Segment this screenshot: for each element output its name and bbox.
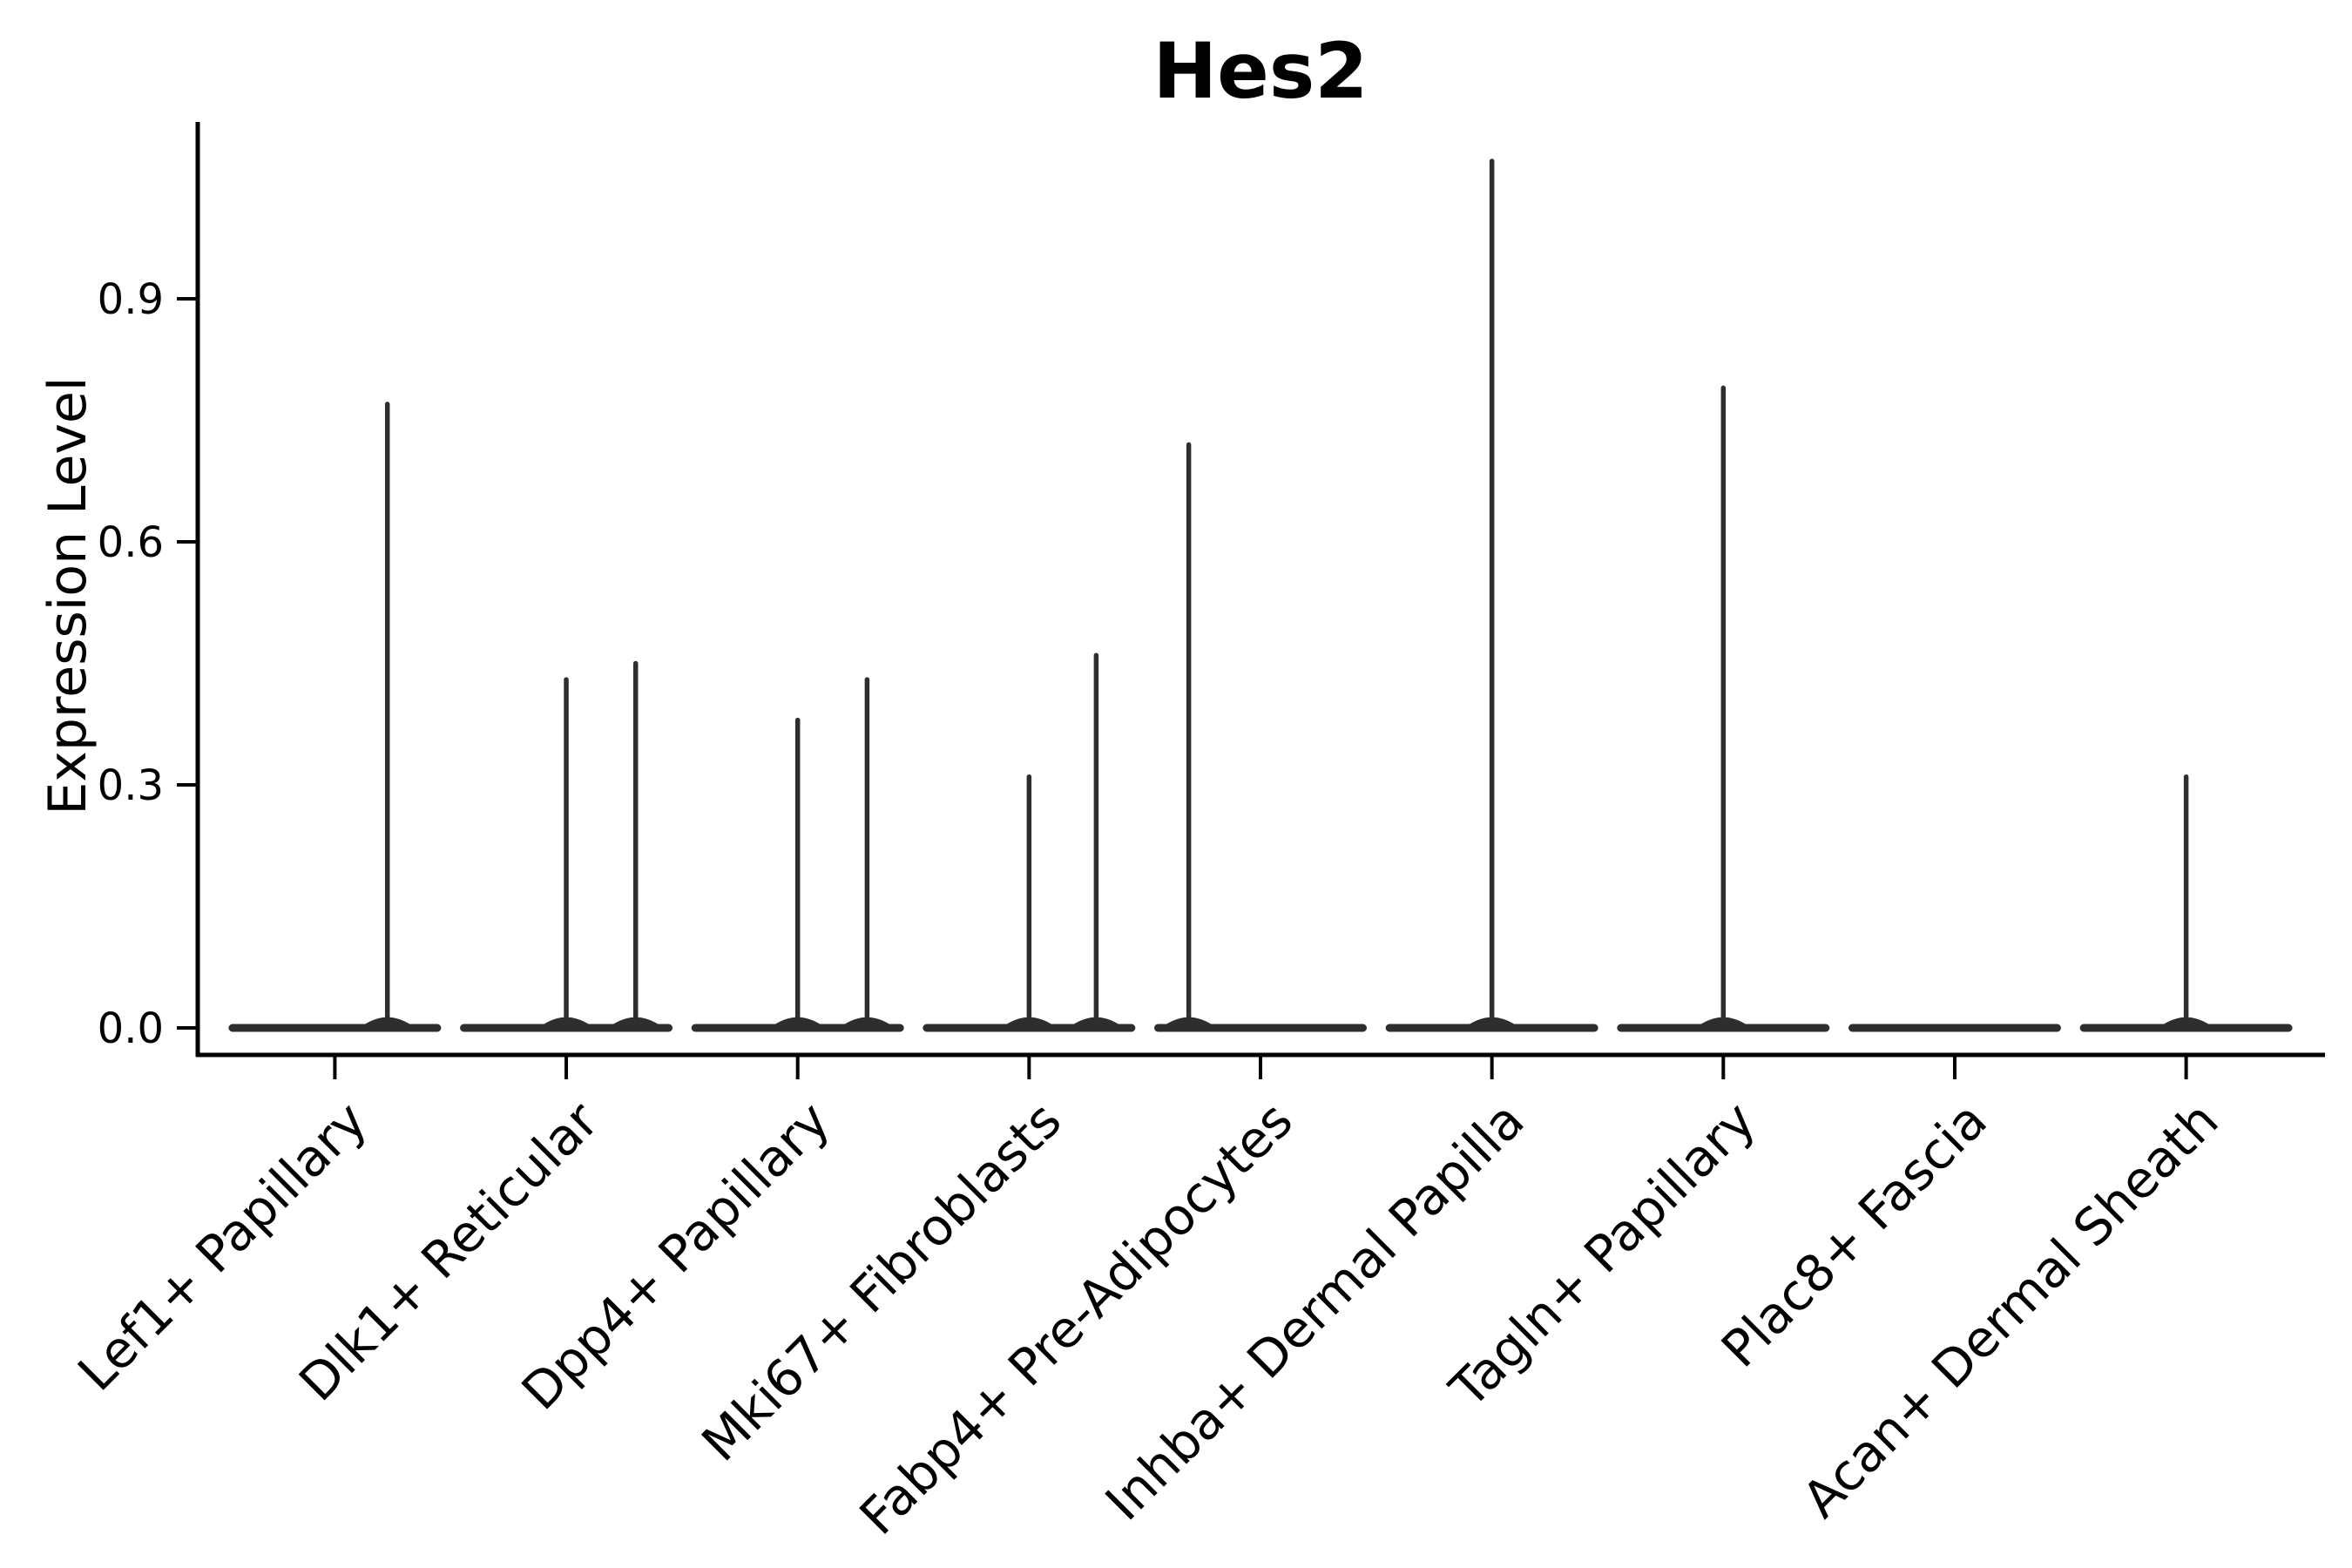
violin-body	[1154, 1024, 1367, 1032]
chart-title: Hes2	[1153, 26, 1369, 116]
y-axis-label: Expression Level	[37, 376, 98, 814]
x-tick-label-9: Acan+ Dermal Sheath	[1791, 1091, 2229, 1529]
y-tick-label: 0.6	[98, 518, 164, 567]
violin-body	[228, 1024, 442, 1032]
y-tick-label: 0.3	[98, 761, 164, 810]
y-tick-label: 0.9	[98, 275, 164, 324]
violin-body	[1848, 1024, 2061, 1032]
x-tick-label-5: Fabp4+ Pre-Adipocytes	[848, 1091, 1304, 1546]
x-tick-label-6: Inhba+ Dermal Papilla	[1094, 1091, 1536, 1532]
y-tick-label: 0.0	[98, 1004, 164, 1053]
